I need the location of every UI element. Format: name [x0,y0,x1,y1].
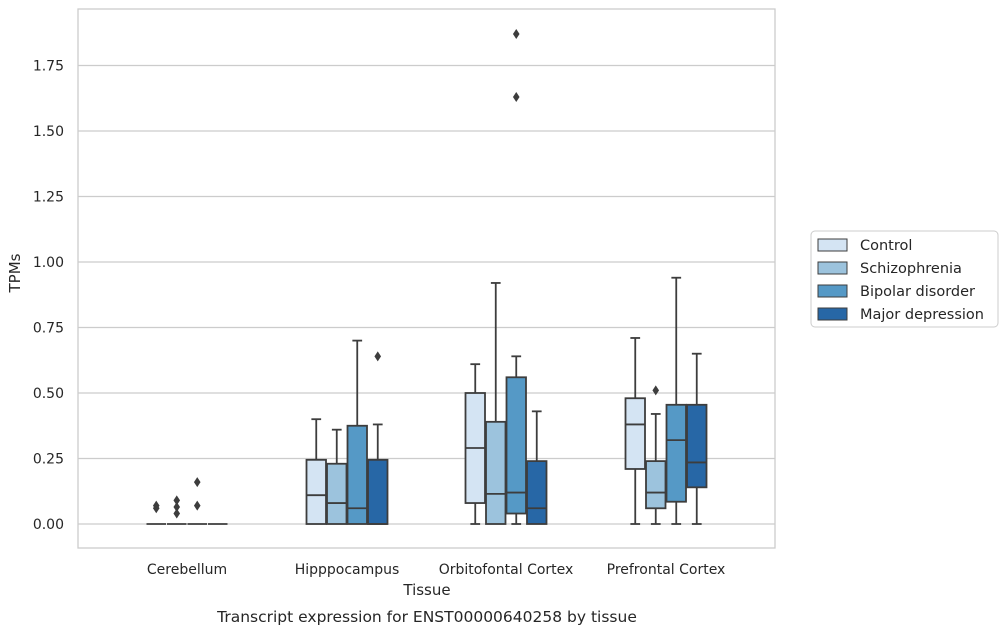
box [305,418,327,525]
legend-item: Control [817,238,912,254]
legend-item: Major depression [817,307,984,323]
legend-swatch [817,307,848,321]
outlier-point [173,508,181,519]
outlier-point [512,91,520,102]
box-series [146,29,708,525]
series-control [146,337,646,525]
box [187,477,207,525]
y-tick-label: 1.25 [33,190,64,206]
outlier-point [374,351,382,362]
y-tick-label: 0.00 [33,517,64,533]
box [526,410,548,525]
box-body [645,460,667,510]
x-tick-label: Cerebellum [147,562,227,578]
y-tick-label: 0.25 [33,452,64,468]
box-body [505,376,527,515]
outlier-point [152,503,160,514]
box [464,363,486,525]
box [367,351,389,525]
box [146,500,166,525]
box [624,337,646,525]
outlier-point [173,501,181,512]
y-tick-label: 1.00 [33,255,64,271]
y-tick-label: 0.75 [33,321,64,337]
legend-swatch [817,261,848,275]
y-axis-ticks: 0.00 0.25 0.50 0.75 1.00 1.25 1.50 1.75 [33,59,64,534]
box-body [346,424,368,525]
legend: Control Schizophrenia Bipolar disorder Majo… [810,230,999,328]
legend-swatch [817,238,848,252]
outlier-point [193,500,201,511]
box [665,276,687,525]
box [645,385,667,525]
y-tick-label: 1.75 [33,59,64,75]
x-axis-label: Tissue [402,581,450,599]
legend-frame [810,230,999,328]
x-axis-ticks: Cerebellum Hipppocampus Orbitofontal Corte… [147,562,725,578]
legend-label: Schizophrenia [860,261,962,277]
grid-lines [78,64,775,525]
legend-label: Control [860,238,912,254]
box [485,282,507,525]
outlier-point [512,29,520,40]
box-body [326,462,348,525]
chart-caption: Transcript expression for ENST0000064025… [216,608,637,626]
legend-item: Schizophrenia [817,261,962,277]
box-body [367,458,389,525]
y-tick-label: 1.50 [33,124,64,140]
x-tick-label: Hipppocampus [295,562,400,578]
legend-label: Major depression [860,307,984,323]
box-body [665,403,687,503]
box-body [485,420,507,525]
outlier-point [173,495,181,506]
legend-swatch [817,284,848,298]
plot-frame [77,8,776,549]
outlier-point [652,385,660,396]
box-body [526,460,548,525]
box-body [305,458,327,525]
box [346,339,368,525]
y-tick-label: 0.50 [33,386,64,402]
series-bipolar-disorder [187,29,687,525]
box [686,352,708,525]
outlier-point [193,477,201,488]
legend-label: Bipolar disorder [860,284,975,300]
legend-item: Bipolar disorder [817,284,975,300]
series-schizophrenia [167,282,667,525]
series-major-depression [208,351,708,525]
x-tick-label: Prefrontal Cortex [607,562,726,578]
box-body [686,403,708,489]
box [326,428,348,525]
y-axis-label: TPMs [6,253,24,293]
box-body [624,397,646,470]
box [505,29,527,525]
box [167,495,187,525]
x-tick-label: Orbitofontal Cortex [439,562,574,578]
